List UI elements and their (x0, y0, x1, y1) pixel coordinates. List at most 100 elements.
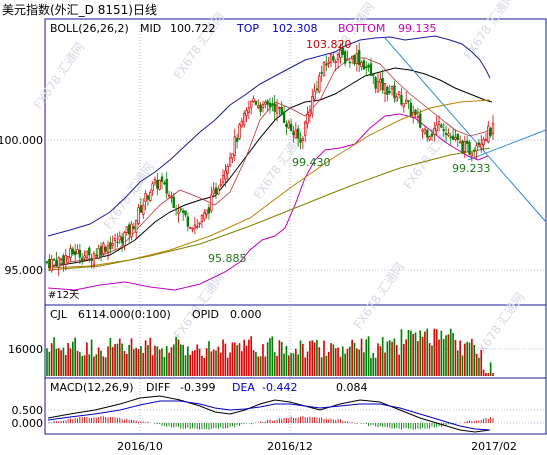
volume-bar (325, 355, 328, 376)
candle-body (466, 140, 469, 144)
ma-mid-line (47, 67, 493, 268)
candle-body (85, 250, 89, 259)
candle-body (224, 170, 227, 180)
volume-bar (191, 351, 194, 376)
volume-bar (294, 348, 297, 376)
candle-body (416, 116, 420, 118)
volume-bar (184, 355, 187, 376)
volume-bar (304, 357, 307, 376)
candle-body (264, 101, 267, 105)
candle-body (151, 183, 154, 192)
volume-bar (179, 344, 182, 376)
watermark-text: FX678 汇通网 (171, 10, 227, 82)
volume-indicator-value: 6114.000(0:100) (78, 308, 171, 321)
candle-body (376, 81, 380, 93)
volume-bar (456, 350, 459, 376)
volume-bar (402, 343, 405, 376)
candle-body (189, 226, 192, 229)
volume-bar (163, 356, 166, 376)
candle-body (153, 179, 157, 184)
candle-body (214, 187, 218, 195)
volume-bar (95, 354, 98, 376)
boll-top-value: 102.308 (272, 22, 318, 35)
candle-body (346, 58, 349, 61)
candle-body (282, 111, 286, 124)
volume-bar (219, 352, 222, 376)
volume-bar (111, 347, 114, 376)
candle-body (127, 224, 131, 235)
x-tick-2016-10: 2016/10 (117, 440, 163, 453)
volume-bar (231, 342, 234, 376)
candle-body (383, 83, 387, 94)
candle-body (454, 137, 457, 140)
candle-body (397, 91, 401, 95)
candle-body (419, 113, 422, 128)
volume-bar (60, 350, 62, 376)
candle-body (235, 137, 239, 142)
volume-bar (482, 369, 485, 376)
volume-bar (374, 357, 377, 376)
candle-body (381, 78, 384, 91)
candle-body (355, 53, 359, 65)
candle-body (48, 259, 51, 268)
candle-body (306, 113, 309, 124)
boll-indicator-label: BOLL(26,26,2) (50, 22, 129, 35)
candle-body (318, 75, 321, 93)
candle-body (233, 136, 236, 156)
candle-body (170, 196, 173, 199)
volume-bar (428, 343, 431, 376)
candle-body (132, 226, 136, 229)
volume-bar (492, 373, 494, 376)
y-tick-100: 100.000 (0, 134, 43, 147)
watermark-text: FX678 汇通网 (471, 290, 527, 362)
candle-body (219, 183, 222, 186)
candle-body (102, 243, 105, 254)
candle-body (243, 113, 246, 126)
volume-bar (257, 356, 260, 376)
volume-bar (381, 337, 384, 376)
volume-bar (311, 340, 314, 376)
volume-bar (210, 351, 213, 376)
boll-bottom-label: BOTTOM (338, 22, 385, 35)
volume-bar (149, 337, 152, 376)
candle-body (181, 210, 185, 213)
opid-label: OPID (192, 308, 219, 321)
volume-bar (194, 350, 196, 376)
candle-body (217, 188, 220, 195)
candle-body (146, 195, 150, 200)
volume-bar (226, 357, 229, 376)
candle-body (228, 157, 232, 167)
candle-body (52, 259, 56, 261)
volume-bar (201, 355, 203, 376)
volume-bar (243, 339, 246, 376)
volume-bar (109, 338, 112, 376)
candle-body (442, 129, 445, 132)
boll-mid-value: 100.722 (170, 22, 216, 35)
volume-bar (398, 354, 400, 376)
candle-body (113, 238, 117, 241)
candle-body (64, 255, 67, 265)
volume-bar (442, 339, 445, 376)
candle-body (475, 145, 478, 152)
volume-bar (50, 343, 53, 376)
volume-bar (177, 339, 180, 376)
candle-body (304, 121, 307, 136)
volume-bar (433, 328, 436, 376)
candle-body (62, 255, 65, 265)
volume-bar (271, 336, 274, 376)
candle-body (212, 189, 215, 194)
volume-bar (391, 341, 393, 376)
candle-body (109, 242, 112, 250)
volume-bar (130, 338, 133, 376)
candle-body (172, 196, 175, 208)
annotation-low-3: 99.233 (452, 162, 491, 175)
candle-body (480, 143, 483, 149)
candle-body (149, 191, 152, 201)
candle-body (435, 124, 438, 131)
candle-body (473, 149, 476, 152)
candle-body (468, 142, 471, 155)
candle-body (365, 66, 368, 69)
volume-bar (147, 345, 149, 376)
candle-body (292, 131, 295, 136)
volume-bar (252, 350, 255, 376)
